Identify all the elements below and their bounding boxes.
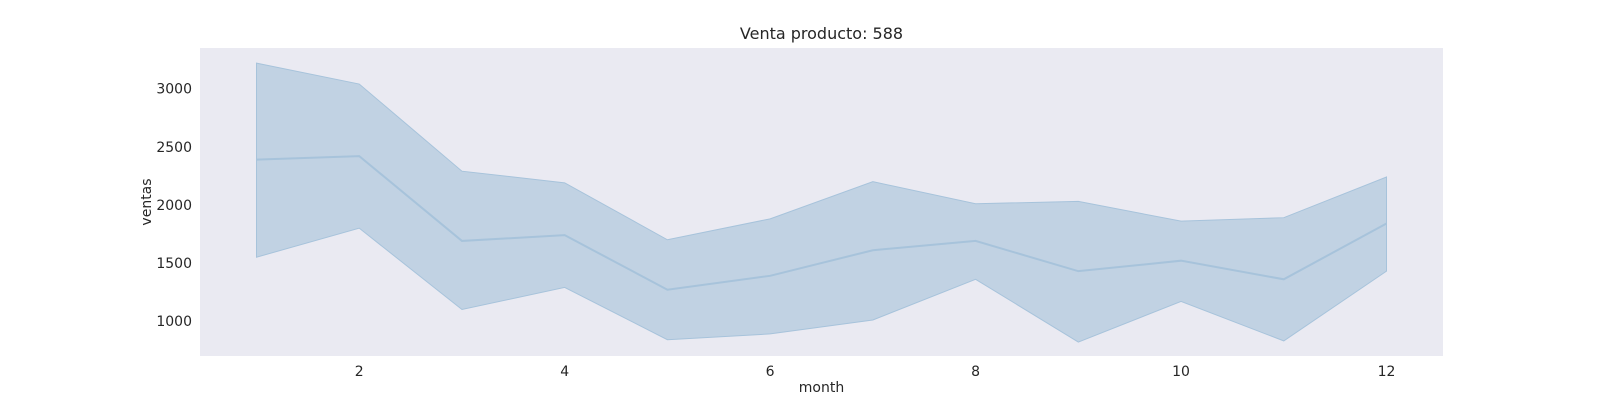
y-tick-label: 3000 [156,82,192,98]
x-tick-label: 10 [1172,364,1190,380]
y-axis-label: ventas [139,178,155,225]
x-tick-label: 12 [1378,364,1396,380]
y-tick-label: 2000 [156,198,192,214]
x-tick-label: 4 [560,364,569,380]
x-axis-label: month [799,380,844,396]
chart-title: Venta producto: 588 [740,24,903,43]
series-line [256,155,1387,291]
x-tick-label: 6 [766,364,775,380]
x-tick-label: 8 [971,364,980,380]
x-tick-label: 2 [355,364,364,380]
y-tick-label: 1000 [156,314,192,330]
confidence-band [256,62,1387,343]
y-tick-label: 2500 [156,140,192,156]
y-tick-label: 1500 [156,256,192,272]
